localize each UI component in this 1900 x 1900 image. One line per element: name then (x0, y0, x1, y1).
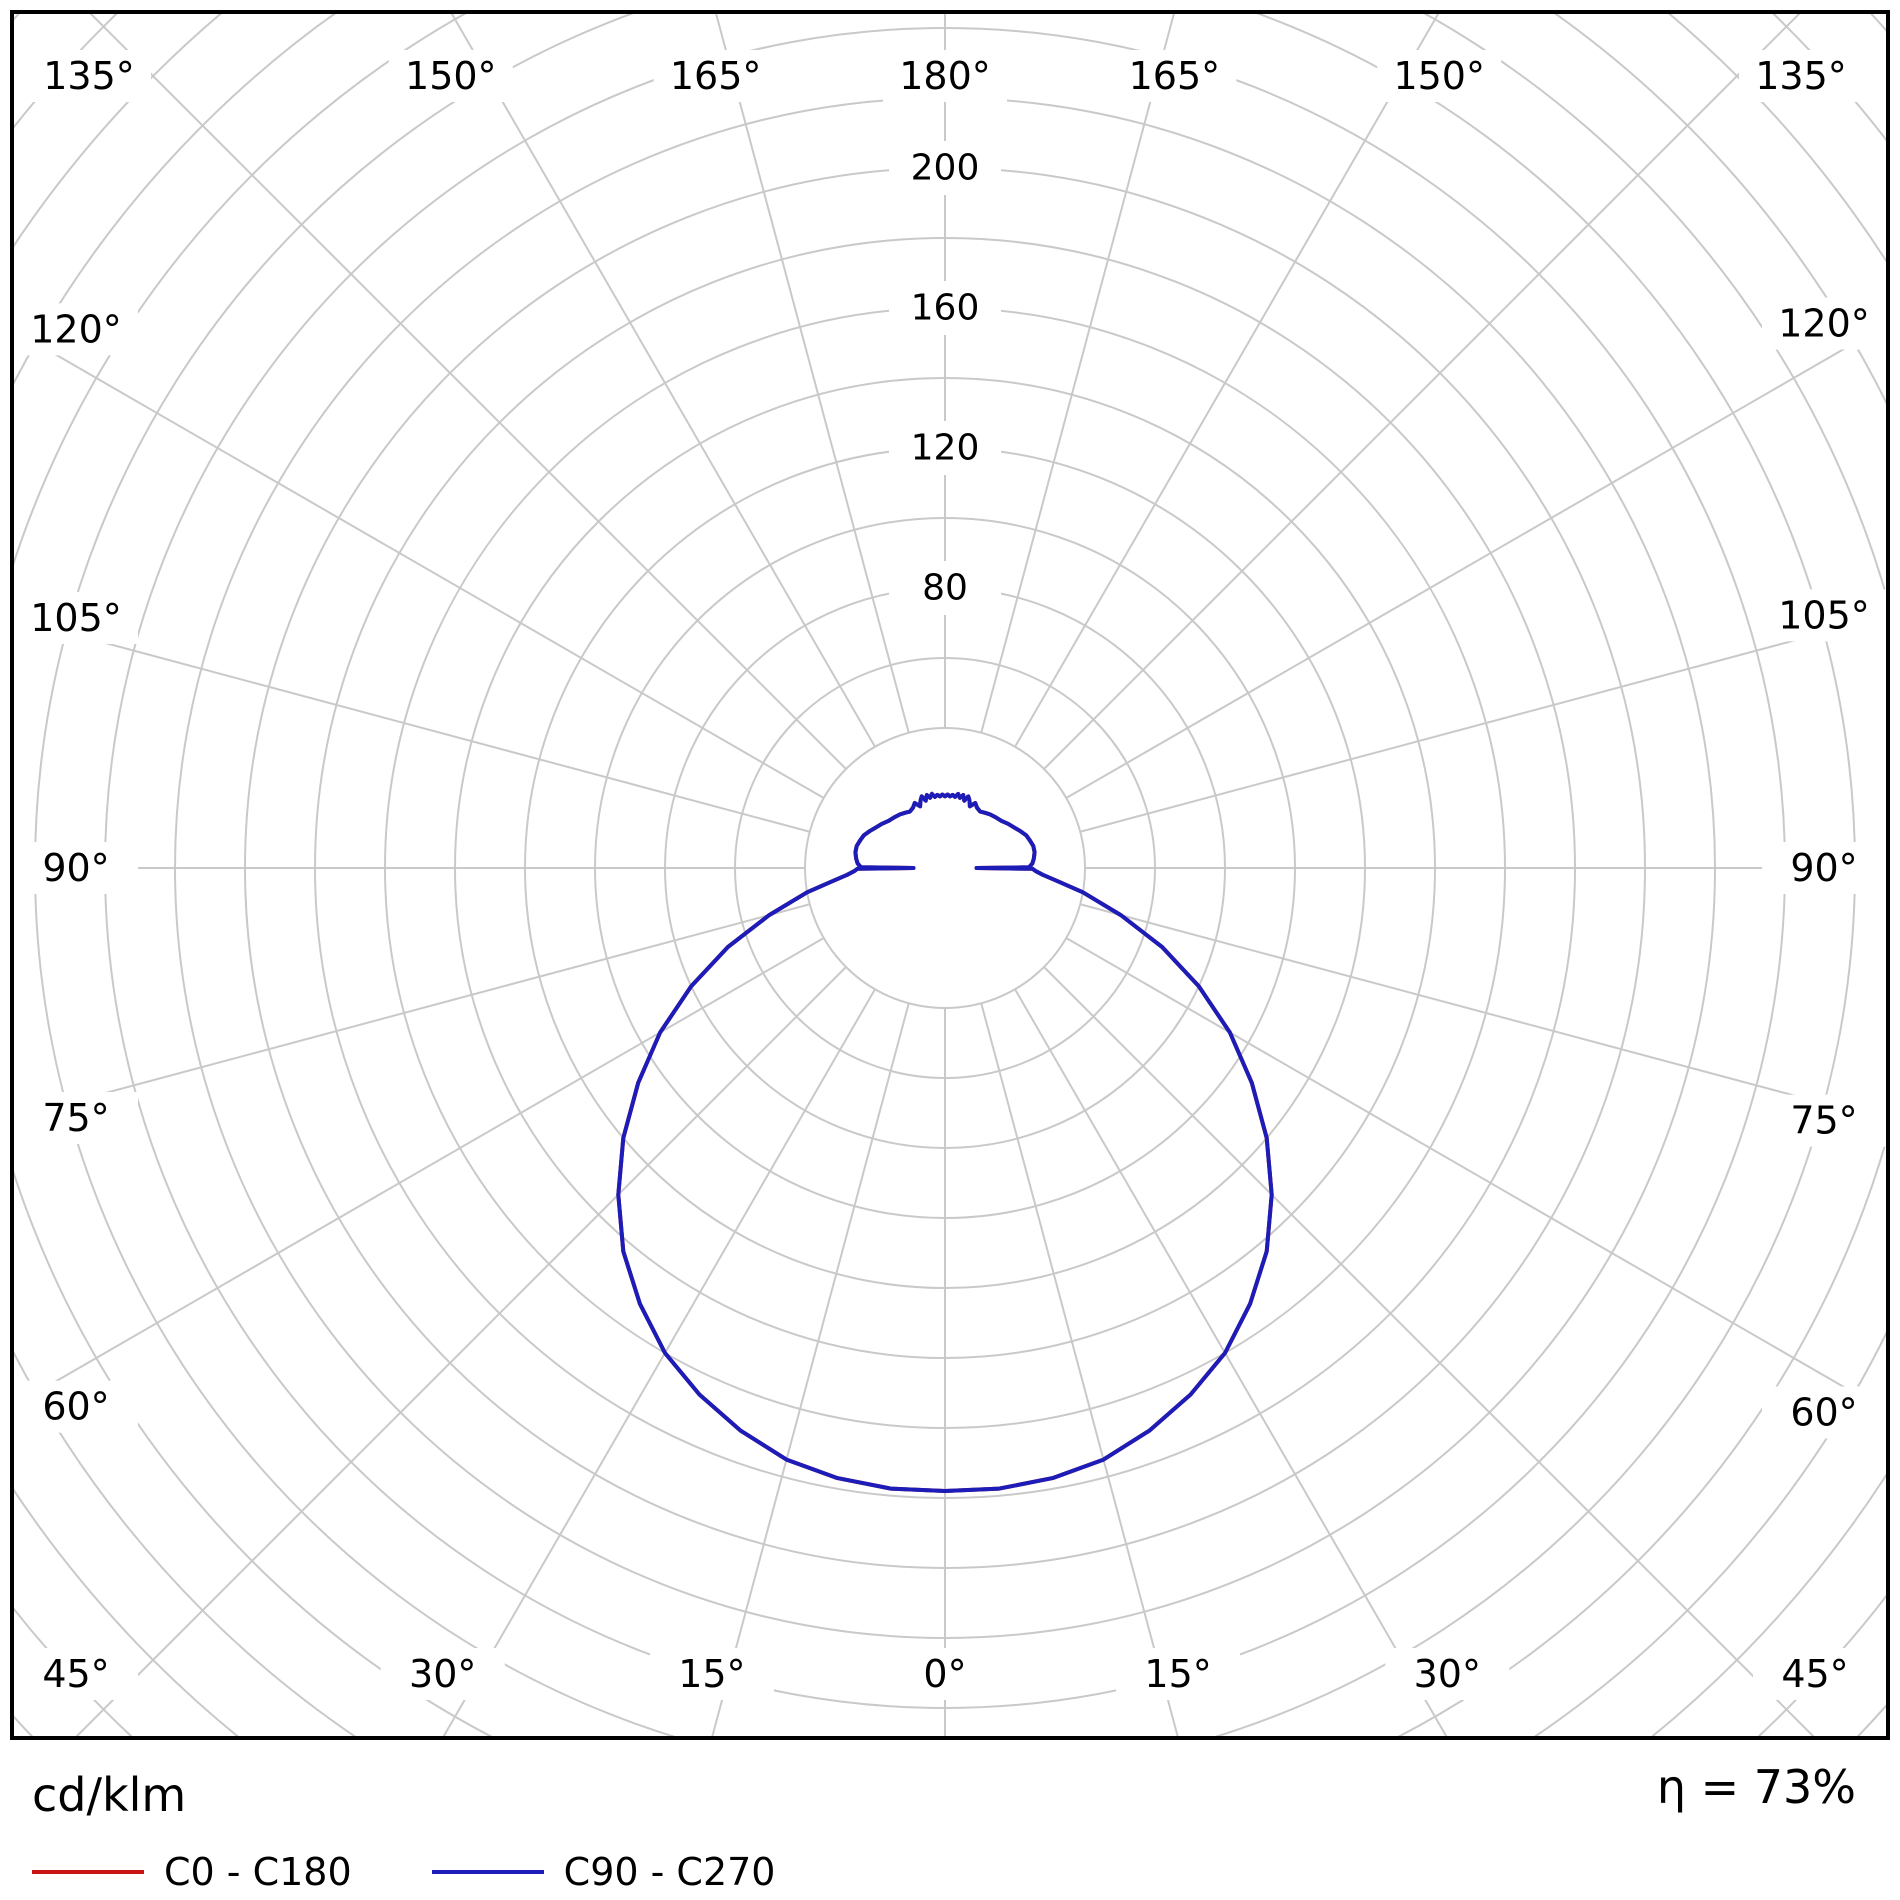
angle-tick-mask (14, 592, 138, 645)
grid-ring (12, 12, 1888, 1738)
legend-swatch (32, 1870, 144, 1874)
angle-tick-label: 0° (923, 1652, 966, 1696)
angle-tick-label: 60° (42, 1385, 109, 1429)
angle-tick-label: 15° (1144, 1652, 1211, 1696)
grid-spoke (980, 1002, 1180, 1738)
grid-spoke (980, 12, 1176, 734)
angle-tick-label: 60° (1790, 1390, 1857, 1434)
radial-tick-label: 120 (911, 428, 980, 469)
grid-spoke (441, 988, 876, 1738)
angle-tick-mask (1377, 50, 1502, 102)
angle-tick-mask (14, 1091, 138, 1144)
legend-item-c0-c180: C0 - C180 (32, 1850, 352, 1894)
angle-tick-label: 75° (1790, 1099, 1857, 1143)
radial-tick-label: 200 (911, 148, 980, 189)
grid-spoke (87, 12, 847, 770)
grid-spoke (1043, 12, 1803, 770)
angle-tick-mask (1385, 1648, 1510, 1700)
grid-spoke (449, 12, 876, 748)
grid-ring (12, 12, 1888, 1738)
polar-grid (12, 12, 1888, 1738)
angle-tick-mask (1753, 1648, 1877, 1700)
angle-tick-mask (14, 1380, 138, 1433)
radial-tick-label: 160 (911, 288, 980, 329)
angle-tick-mask (883, 1648, 1007, 1700)
angle-tick-label: 135° (1755, 54, 1847, 98)
angle-tick-label: 135° (43, 54, 135, 98)
angle-tick-mask (14, 1648, 138, 1700)
angle-tick-label: 90° (1790, 846, 1857, 890)
angle-tick-label: 30° (409, 1652, 476, 1696)
grid-spoke (12, 616, 811, 833)
radial-tick-mask (889, 141, 1001, 195)
angle-tick-mask (388, 50, 513, 102)
angle-tick-label: 75° (42, 1096, 109, 1140)
angle-tick-mask (1116, 1648, 1241, 1700)
angle-tick-mask (14, 842, 138, 894)
angle-tick-mask (1762, 1094, 1886, 1147)
angle-tick-label: 45° (42, 1652, 109, 1696)
grid-spoke (12, 328, 825, 799)
angle-tick-mask (14, 303, 138, 356)
angle-tick-label: 105° (30, 596, 122, 640)
legend-label: C90 - C270 (563, 1850, 776, 1894)
grid-spoke (710, 1002, 910, 1738)
grid-ring (804, 727, 1086, 1009)
angle-tick-label: 165° (1129, 54, 1221, 98)
grid-spoke (1079, 614, 1888, 833)
angle-tick-label: 90° (42, 846, 109, 890)
angle-tick-label: 165° (670, 54, 762, 98)
grid-spoke (1014, 988, 1449, 1738)
angle-tick-mask (653, 50, 778, 102)
grid-ring (12, 12, 1888, 1738)
grid-spoke (1065, 322, 1888, 799)
radial-tick-mask (889, 421, 1001, 475)
grid-ring (12, 12, 1888, 1738)
radial-tick-mask (889, 281, 1001, 335)
angle-tick-label: 180° (899, 54, 991, 98)
unit-label: cd/klm (32, 1768, 187, 1822)
angle-tick-mask (1762, 297, 1886, 350)
polar-chart-svg: 80 120 160 200 0° 15° 15° 30° 30° 45° 45° 60° 60° 75°… (10, 10, 1890, 1740)
angle-tick-label: 150° (405, 54, 497, 98)
legend-item-c90-c270: C90 - C270 (431, 1850, 776, 1894)
grid-spoke (12, 937, 825, 1408)
radial-tick-label: 80 (922, 568, 968, 609)
grid-spoke (1043, 966, 1817, 1738)
angle-tick-mask (1762, 589, 1886, 642)
grid-spoke (12, 903, 811, 1120)
legend-swatch (431, 1870, 544, 1874)
angle-tick-mask (883, 50, 1007, 102)
angle-tick-mask (1739, 50, 1863, 102)
grid-spoke (1065, 937, 1888, 1414)
angle-tick-label: 105° (1778, 593, 1870, 637)
angle-tick-mask (1112, 50, 1237, 102)
plot-border (10, 10, 1890, 1740)
legend-label: C0 - C180 (164, 1850, 352, 1894)
chart-legend: C0 - C180 C90 - C270 (32, 1850, 775, 1894)
grid-spoke (1014, 12, 1441, 748)
angle-tick-label: 15° (678, 1652, 745, 1696)
angle-tick-label: 120° (1778, 302, 1870, 346)
grid-ring (12, 12, 1888, 1738)
grid-spoke (1079, 903, 1888, 1122)
angle-tick-mask (27, 50, 151, 102)
radial-tick-mask (889, 561, 1001, 615)
angle-tick-label: 45° (1781, 1652, 1848, 1696)
angle-tick-mask (649, 1648, 774, 1700)
angle-tick-mask (380, 1648, 505, 1700)
angle-tick-mask (1762, 1386, 1886, 1439)
angle-tick-label: 120° (30, 307, 122, 351)
curve-c90-c270 (616, 791, 1274, 1493)
angle-tick-label: 30° (1414, 1652, 1481, 1696)
angle-tick-label: 150° (1393, 54, 1485, 98)
grid-spoke (714, 12, 910, 734)
grid-spoke (73, 966, 847, 1738)
efficiency-label: η = 73% (1656, 1760, 1856, 1814)
angle-tick-mask (1762, 842, 1886, 894)
